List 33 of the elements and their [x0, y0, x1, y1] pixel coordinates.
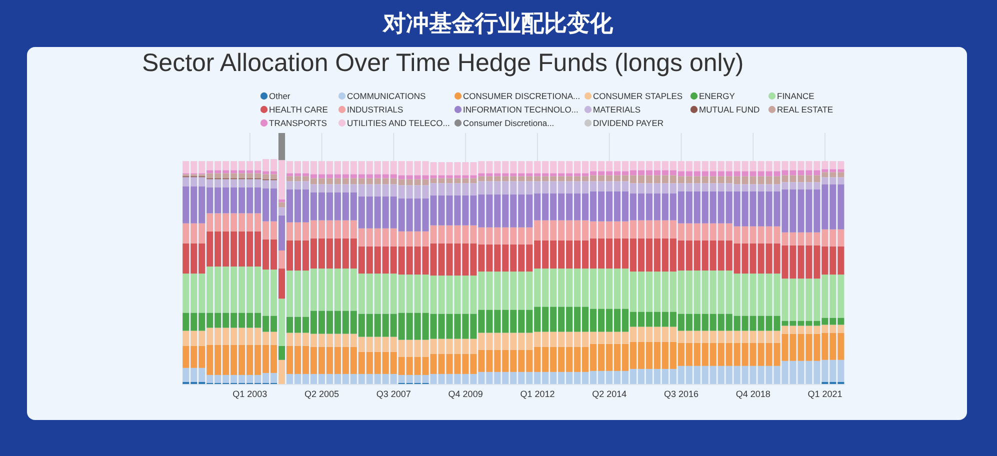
- legend-label: COMMUNICATIONS: [347, 91, 426, 101]
- x-tick-label: Q4 2009: [448, 389, 483, 399]
- x-tick-label: Q3 2007: [376, 389, 411, 399]
- legend-label: INFORMATION TECHNOLO...: [463, 104, 578, 114]
- x-tick-label: Q2 2014: [592, 389, 627, 399]
- legend-label: INDUSTRIALS: [347, 104, 404, 114]
- x-tick-label: Q1 2012: [520, 389, 555, 399]
- legend-label: TRANSPORTS: [269, 118, 328, 128]
- legend-label: MATERIALS: [593, 104, 641, 114]
- legend-label: Other: [269, 91, 290, 101]
- legend-label: UTILITIES AND TELECO...: [347, 118, 450, 128]
- x-tick-label: Q1 2003: [232, 389, 268, 399]
- legend-label: Consumer Discretiona...: [463, 118, 554, 128]
- x-tick-label: Q4 2018: [736, 389, 770, 399]
- legend-label: FINANCE: [777, 91, 815, 101]
- x-tick-label: Q2 2005: [304, 389, 340, 399]
- legend-label: CONSUMER DISCRETIONA...: [463, 91, 580, 101]
- legend-label: CONSUMER STAPLES: [593, 91, 683, 101]
- x-tick-label: Q1 2021: [808, 389, 842, 399]
- bar: [278, 250, 286, 269]
- bar: [278, 202, 286, 208]
- legend-label: MUTUAL FUND: [699, 104, 760, 114]
- title: 对冲基金行业配比变化: [383, 10, 613, 36]
- legend-label: ENERGY: [699, 91, 736, 101]
- subtitle: Sector Allocation Over Time Hedge Funds (longs only): [142, 49, 744, 77]
- x-tick-label: Q3 2016: [664, 389, 699, 399]
- bar: [278, 360, 286, 384]
- legend-label: HEALTH CARE: [269, 104, 328, 114]
- bar: [278, 346, 286, 360]
- legend-label: DIVIDEND PAYER: [593, 118, 664, 128]
- bar: [278, 207, 286, 216]
- legend-label: REAL ESTATE: [777, 104, 834, 114]
- bar: [278, 199, 286, 202]
